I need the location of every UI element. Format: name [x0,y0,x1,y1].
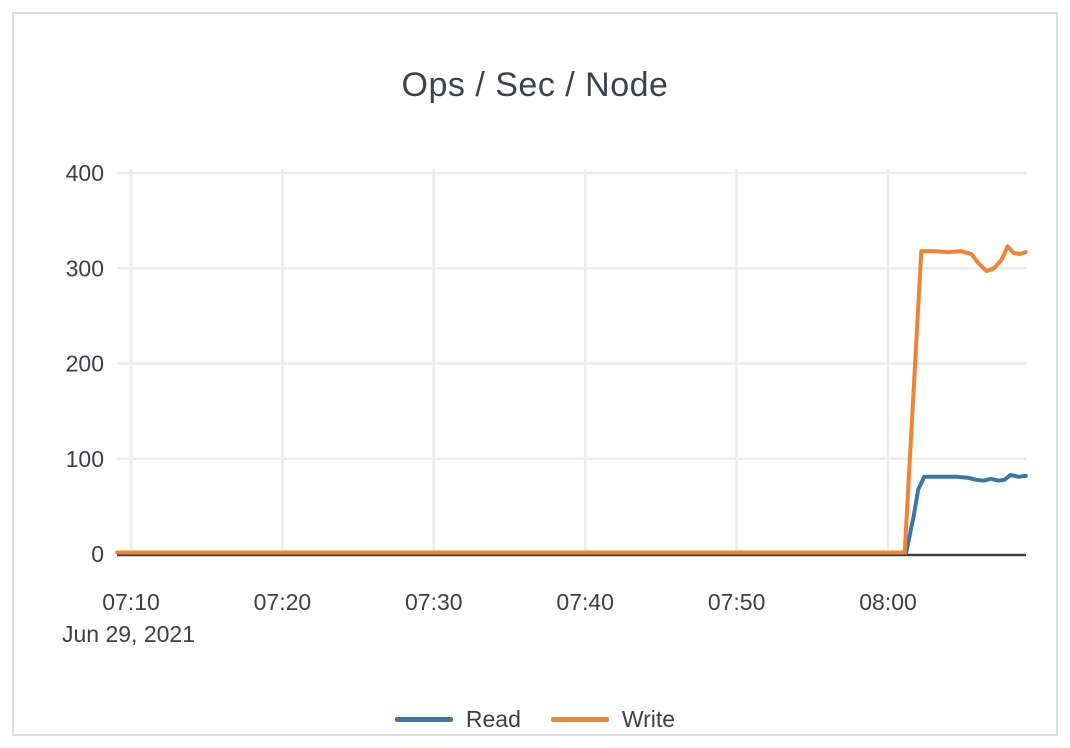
y-tick-label: 0 [91,541,104,567]
series-lines [115,244,1028,555]
x-tick-label: 07:40 [556,589,614,615]
x-axis-date-label: Jun 29, 2021 [62,621,195,647]
chart-card: Ops / Sec / Node 0 100 200 300 400 07:10 07:20… [12,12,1058,736]
y-axis-labels: 0 100 200 300 400 [66,160,104,567]
y-tick-label: 200 [66,351,104,377]
legend-item-read[interactable]: Read [394,706,521,733]
chart-legend: Read Write [14,706,1056,733]
x-tick-label: 07:30 [405,589,463,615]
x-axis-labels: 07:10 07:20 07:30 07:40 07:50 08:00 [102,589,917,615]
gridlines [117,169,1026,555]
x-tick-label: 08:00 [859,589,917,615]
chart-title: Ops / Sec / Node [401,66,669,104]
y-tick-label: 300 [66,255,104,281]
line-chart-plot-area[interactable]: 0 100 200 300 400 07:10 07:20 07:30 07:40 07:50 08… [14,14,1070,748]
x-tick-label: 07:20 [254,589,312,615]
x-tick-label: 07:50 [708,589,766,615]
read-line-swatch [394,717,453,722]
legend-label-write: Write [621,706,676,732]
y-tick-label: 400 [66,160,104,186]
write-line [115,244,1028,555]
legend-label-read: Read [465,706,521,732]
write-line-swatch [550,717,609,722]
legend-item-write[interactable]: Write [550,706,676,733]
read-line [115,472,1028,555]
y-tick-label: 100 [66,446,104,472]
x-tick-label: 07:10 [102,589,160,615]
